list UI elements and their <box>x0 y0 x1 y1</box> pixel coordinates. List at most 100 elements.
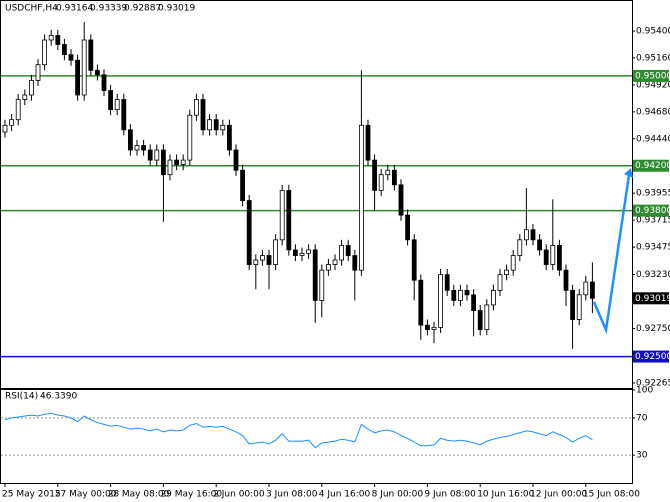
candle-body <box>226 124 232 151</box>
candle-body <box>207 119 213 131</box>
candle-body <box>576 294 582 320</box>
candle-body <box>590 281 595 299</box>
header-close: 0.93019 <box>158 4 195 14</box>
candle-body <box>319 269 325 301</box>
y-tick-label: 0.92750 <box>636 324 670 334</box>
rsi-tick-label: 30 <box>636 451 648 461</box>
header-high: 0.93339 <box>90 4 127 14</box>
y-tick-label: 0.93955 <box>636 189 670 199</box>
candle-body <box>55 35 61 45</box>
candle-body <box>273 239 279 265</box>
candle-body <box>418 279 424 326</box>
candle-body <box>154 149 160 161</box>
rsi-tick-label: 100 <box>636 386 653 396</box>
candle-body <box>543 249 549 265</box>
header-open: 0.93164 <box>56 4 93 14</box>
candle-body <box>457 289 463 301</box>
candle-body <box>398 184 404 216</box>
candle-body <box>141 145 147 151</box>
candle-body <box>88 39 94 71</box>
candle-body <box>497 274 503 291</box>
candle-body <box>81 39 87 96</box>
candle-body <box>95 69 100 76</box>
candle-body <box>28 80 34 96</box>
candle-body <box>134 145 140 151</box>
level-label-box <box>633 69 669 82</box>
rsi-tick-label: 70 <box>636 413 648 423</box>
candle-body <box>358 124 364 271</box>
candle-body <box>147 149 153 161</box>
x-tick-label: 2 Jun 00:00 <box>213 490 265 500</box>
rsi-frame <box>0 389 633 484</box>
chart-title: USDCHF,H4 <box>5 4 58 14</box>
candle-body <box>365 124 371 161</box>
candle-body <box>279 190 285 241</box>
y-tick-label: 0.93715 <box>636 216 670 226</box>
candle-body <box>266 255 272 265</box>
candle-body <box>570 289 575 320</box>
candle-body <box>200 99 206 131</box>
candle-body <box>2 124 8 133</box>
candle-body <box>557 245 562 271</box>
candle-body <box>391 169 397 186</box>
candle-body <box>530 229 536 241</box>
candle-body <box>68 54 74 61</box>
candle-body <box>424 324 430 331</box>
candle-body <box>517 239 523 256</box>
candle-body <box>550 245 556 265</box>
candle-body <box>253 259 259 265</box>
x-tick-label: 15 Jun 08:00 <box>583 490 640 500</box>
arrow-head <box>624 168 633 178</box>
candle-body <box>583 281 589 296</box>
y-tick-label: 0.93475 <box>636 243 670 253</box>
main-frame <box>0 0 633 389</box>
rsi-line <box>4 412 593 449</box>
candle-body <box>22 94 28 100</box>
candle-body <box>213 119 219 131</box>
candle-body <box>246 200 252 265</box>
y-tick-label: 0.94920 <box>636 80 670 90</box>
candle-body <box>352 255 358 271</box>
candle-body <box>174 159 180 166</box>
candle-body <box>471 294 477 311</box>
candle-body <box>306 249 312 254</box>
candle-body <box>180 159 186 166</box>
candle-body <box>187 114 193 161</box>
x-tick-label: 9 Jun 08:00 <box>424 490 476 500</box>
candle-body <box>490 289 496 306</box>
header-low: 0.92887 <box>124 4 161 14</box>
y-tick-label: 0.95400 <box>636 27 670 37</box>
candle-body <box>325 264 331 271</box>
candle-body <box>563 269 569 291</box>
x-tick-label: 29 May 16:00 <box>160 490 222 500</box>
candle-body <box>477 310 483 331</box>
candle-body <box>438 274 444 328</box>
candle-body <box>292 249 298 256</box>
level-label: 0.93800 <box>635 206 670 216</box>
candle-body <box>15 99 21 121</box>
candle-body <box>9 119 15 126</box>
candle-body <box>537 239 542 251</box>
x-tick-label: 4 Jun 16:00 <box>319 490 371 500</box>
candle-body <box>444 274 450 291</box>
candle-body <box>127 129 133 151</box>
candle-body <box>345 245 351 256</box>
price-tag-box <box>633 292 669 305</box>
y-tick-label: 0.94680 <box>636 107 670 117</box>
candle-body <box>160 149 166 176</box>
level-label-box <box>633 159 669 172</box>
x-tick-label: 27 May 00:00 <box>55 490 117 500</box>
level-label: 0.94200 <box>635 161 670 171</box>
candle-body <box>372 159 378 191</box>
y-tick-label: 0.93230 <box>636 270 670 280</box>
x-tick-label: 3 Jun 08:00 <box>266 490 318 500</box>
candle-body <box>108 90 113 111</box>
level-label-box <box>633 350 669 363</box>
candle-body <box>101 74 107 91</box>
y-tick-label: 0.95160 <box>636 53 670 63</box>
candle-body <box>233 149 239 171</box>
candle-body <box>405 214 411 241</box>
x-tick-label: 10 Jun 16:00 <box>477 490 534 500</box>
candle-body <box>484 304 490 331</box>
